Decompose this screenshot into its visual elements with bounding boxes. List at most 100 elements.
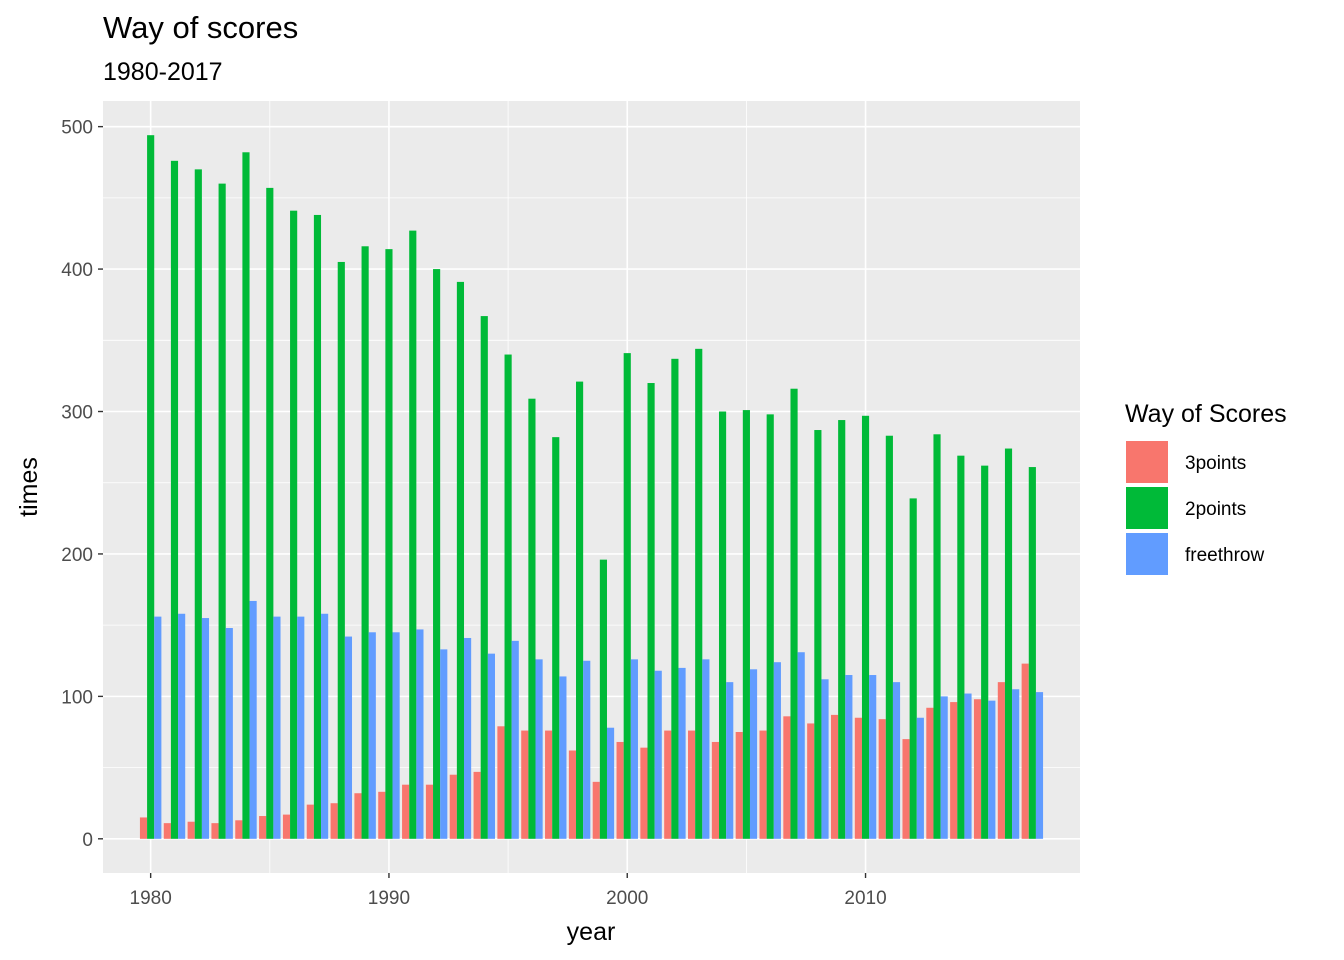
y-tick-label: 400 xyxy=(61,260,93,281)
bar-freethrow-1993 xyxy=(464,637,472,839)
bar-2points-2013 xyxy=(933,434,941,839)
bar-3points-1995 xyxy=(497,726,505,839)
bar-3points-2002 xyxy=(664,730,672,839)
y-tick-label: 300 xyxy=(61,403,93,424)
bar-2points-1997 xyxy=(552,437,560,839)
bar-2points-1998 xyxy=(576,381,584,839)
bar-3points-1987 xyxy=(306,804,314,839)
bar-2points-2001 xyxy=(647,383,655,839)
bar-2points-2016 xyxy=(1004,448,1013,839)
bar-2points-1992 xyxy=(433,269,441,839)
bar-3points-1983 xyxy=(211,823,219,839)
legend-label-freethrow: freethrow xyxy=(1185,545,1264,566)
bar-2points-1985 xyxy=(266,187,274,839)
bar-2points-1994 xyxy=(480,316,488,839)
bar-3points-1984 xyxy=(235,820,243,839)
bar-freethrow-2002 xyxy=(678,667,686,839)
chart-subtitle: 1980-2017 xyxy=(103,58,223,86)
bar-freethrow-1989 xyxy=(368,632,376,839)
legend-swatch-freethrow xyxy=(1126,533,1168,575)
bar-3points-1999 xyxy=(592,781,600,839)
bar-2points-1982 xyxy=(194,169,202,839)
bar-2points-2002 xyxy=(671,358,679,839)
bar-3points-1991 xyxy=(402,784,410,839)
bar-freethrow-2009 xyxy=(845,675,853,839)
bar-2points-1984 xyxy=(242,152,250,839)
bar-3points-2007 xyxy=(783,716,791,839)
bars xyxy=(139,135,1044,839)
bar-freethrow-1997 xyxy=(559,676,567,839)
legend-swatch-3points xyxy=(1126,441,1168,483)
legend-label-3points: 3points xyxy=(1185,453,1246,474)
bar-freethrow-1984 xyxy=(249,600,257,839)
x-axis-title: year xyxy=(567,918,616,946)
x-tick-label: 2000 xyxy=(606,888,648,909)
bar-freethrow-2007 xyxy=(797,652,805,839)
bar-3points-1990 xyxy=(378,791,386,839)
y-tick-label: 100 xyxy=(61,687,93,708)
bar-freethrow-2013 xyxy=(940,696,948,839)
bar-3points-2017 xyxy=(1021,663,1029,839)
bar-2points-1995 xyxy=(504,354,512,839)
bar-2points-2005 xyxy=(742,410,750,839)
bar-2points-2014 xyxy=(957,455,965,839)
bar-freethrow-2004 xyxy=(726,682,734,839)
bar-freethrow-2010 xyxy=(869,675,877,839)
bar-3points-1982 xyxy=(187,821,195,839)
bar-3points-2000 xyxy=(616,741,624,839)
bar-freethrow-1983 xyxy=(225,628,233,839)
bar-2points-2003 xyxy=(695,348,703,839)
bar-freethrow-1986 xyxy=(297,616,305,839)
bar-2points-1986 xyxy=(290,210,298,839)
bar-freethrow-2014 xyxy=(964,693,972,839)
bar-freethrow-1992 xyxy=(440,649,448,839)
bar-3points-1998 xyxy=(568,750,577,839)
legend: Way of Scores 3points 2points freethrow xyxy=(1125,400,1287,575)
x-tick-label: 2010 xyxy=(844,888,886,909)
bar-3points-2009 xyxy=(830,714,839,839)
bar-2points-1993 xyxy=(456,281,465,839)
bar-3points-1992 xyxy=(425,784,434,839)
bar-freethrow-1980 xyxy=(154,616,162,839)
bar-3points-2012 xyxy=(902,739,910,839)
bar-2points-2012 xyxy=(909,498,917,839)
bar-freethrow-1981 xyxy=(178,613,186,839)
bar-2points-2007 xyxy=(790,388,798,839)
bar-freethrow-1995 xyxy=(511,640,519,839)
bar-3points-2008 xyxy=(807,723,815,839)
y-tick-label: 500 xyxy=(61,118,93,139)
bar-freethrow-1982 xyxy=(201,618,210,839)
bar-2points-2010 xyxy=(861,415,870,839)
x-tick-label: 1990 xyxy=(368,888,410,909)
bar-3points-1989 xyxy=(354,793,362,839)
bar-3points-1993 xyxy=(449,774,457,839)
bar-2points-2008 xyxy=(814,430,822,839)
bar-3points-2004 xyxy=(711,741,719,839)
bar-2points-1981 xyxy=(170,160,179,839)
bar-2points-1996 xyxy=(528,398,536,839)
axis-ticks xyxy=(98,125,867,878)
bar-freethrow-1985 xyxy=(273,616,281,839)
y-tick-label: 200 xyxy=(61,545,93,566)
bar-2points-2000 xyxy=(623,353,631,839)
bar-freethrow-1998 xyxy=(583,660,591,839)
bar-freethrow-1990 xyxy=(392,632,400,839)
y-tick-labels: 0 100 200 300 400 500 xyxy=(61,118,93,851)
bar-3points-1994 xyxy=(473,771,481,839)
bar-freethrow-1996 xyxy=(535,659,543,839)
bar-freethrow-2006 xyxy=(773,662,781,839)
bar-freethrow-2012 xyxy=(916,717,924,839)
x-tick-labels: 1980 1990 2000 2010 xyxy=(130,888,887,909)
x-tick-label: 1980 xyxy=(130,888,172,909)
bar-freethrow-2017 xyxy=(1035,692,1044,839)
y-tick-label: 0 xyxy=(82,830,93,851)
chart-title: Way of scores xyxy=(103,10,299,45)
bar-freethrow-2001 xyxy=(654,670,662,839)
bar-3points-1981 xyxy=(163,823,171,839)
bar-freethrow-2005 xyxy=(749,669,758,839)
bar-3points-1997 xyxy=(545,730,553,839)
bar-2points-1999 xyxy=(599,559,607,839)
bar-2points-1991 xyxy=(409,230,417,839)
bar-3points-1980 xyxy=(139,817,148,839)
